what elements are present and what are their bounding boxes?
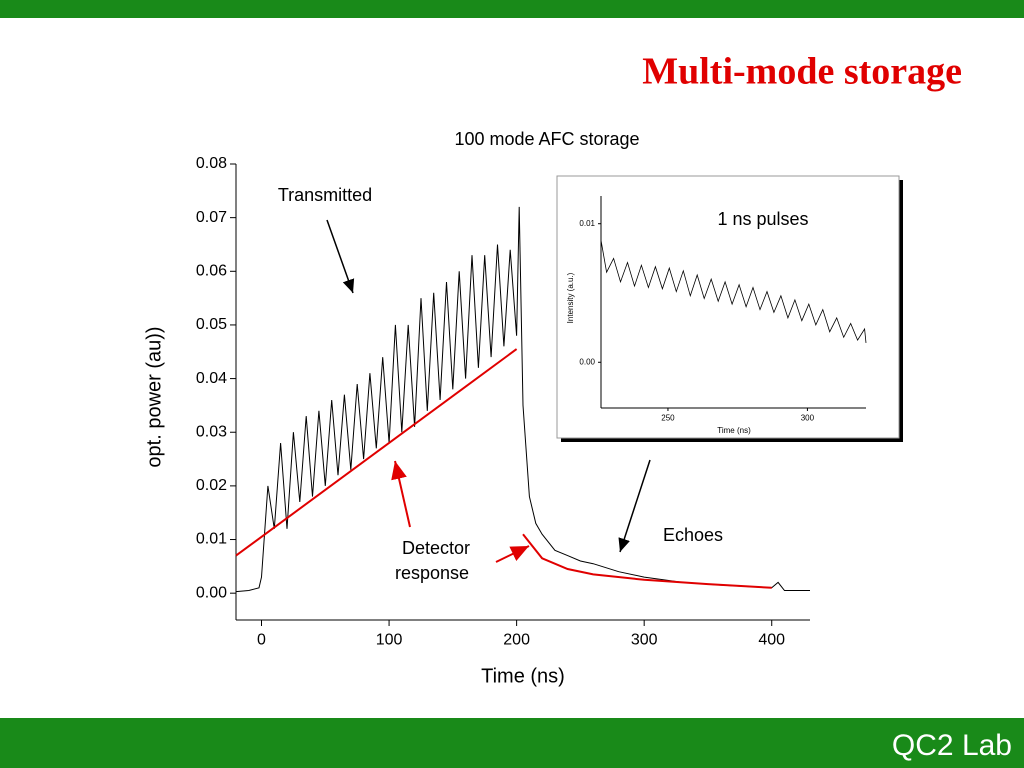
arrow — [618, 459, 651, 553]
inset-frame — [556, 175, 900, 439]
footer-logo: QC2 Lab — [892, 729, 1012, 762]
x-tick-label: 250 — [661, 413, 675, 422]
data-line — [522, 533, 772, 589]
y-axis-label: Intensity (a.u.) — [566, 272, 575, 323]
y-tick-label: 0.08 — [196, 155, 227, 172]
annotation: response — [395, 563, 469, 583]
x-axis-label: Time (ns) — [717, 426, 751, 435]
chart-title: 1 ns pulses — [717, 209, 808, 229]
data-line — [235, 206, 810, 593]
x-axis-label: Time (ns) — [481, 665, 565, 687]
y-axis-label: opt. power (au)) — [143, 326, 165, 467]
slide-title: Multi-mode storage — [642, 51, 962, 93]
annotation: Echoes — [663, 525, 723, 545]
y-tick-label: 0.02 — [196, 477, 227, 494]
bottom-bar — [0, 718, 1024, 768]
x-tick-label: 300 — [801, 413, 815, 422]
x-tick-label: 100 — [376, 632, 403, 649]
x-tick-label: 200 — [503, 632, 530, 649]
x-tick-label: 0 — [257, 632, 266, 649]
arrow — [326, 219, 355, 294]
y-tick-label: 0.07 — [196, 209, 227, 226]
x-tick-label: 400 — [758, 632, 785, 649]
chart-title: 100 mode AFC storage — [454, 129, 639, 149]
top-bar — [0, 0, 1024, 18]
y-tick-label: 0.01 — [579, 219, 595, 228]
y-tick-label: 0.00 — [196, 584, 227, 601]
arrow — [391, 460, 411, 528]
y-tick-label: 0.01 — [196, 531, 227, 548]
data-line — [235, 348, 518, 557]
arrow — [495, 545, 530, 563]
data-line — [600, 240, 867, 343]
y-tick-label: 0.05 — [196, 316, 227, 333]
annotation: Detector — [402, 538, 470, 558]
x-tick-label: 300 — [631, 632, 658, 649]
y-tick-label: 0.06 — [196, 263, 227, 280]
y-tick-label: 0.04 — [196, 370, 227, 387]
y-tick-label: 0.03 — [196, 423, 227, 440]
y-tick-label: 0.00 — [579, 357, 595, 366]
annotation: Transmitted — [278, 185, 372, 205]
